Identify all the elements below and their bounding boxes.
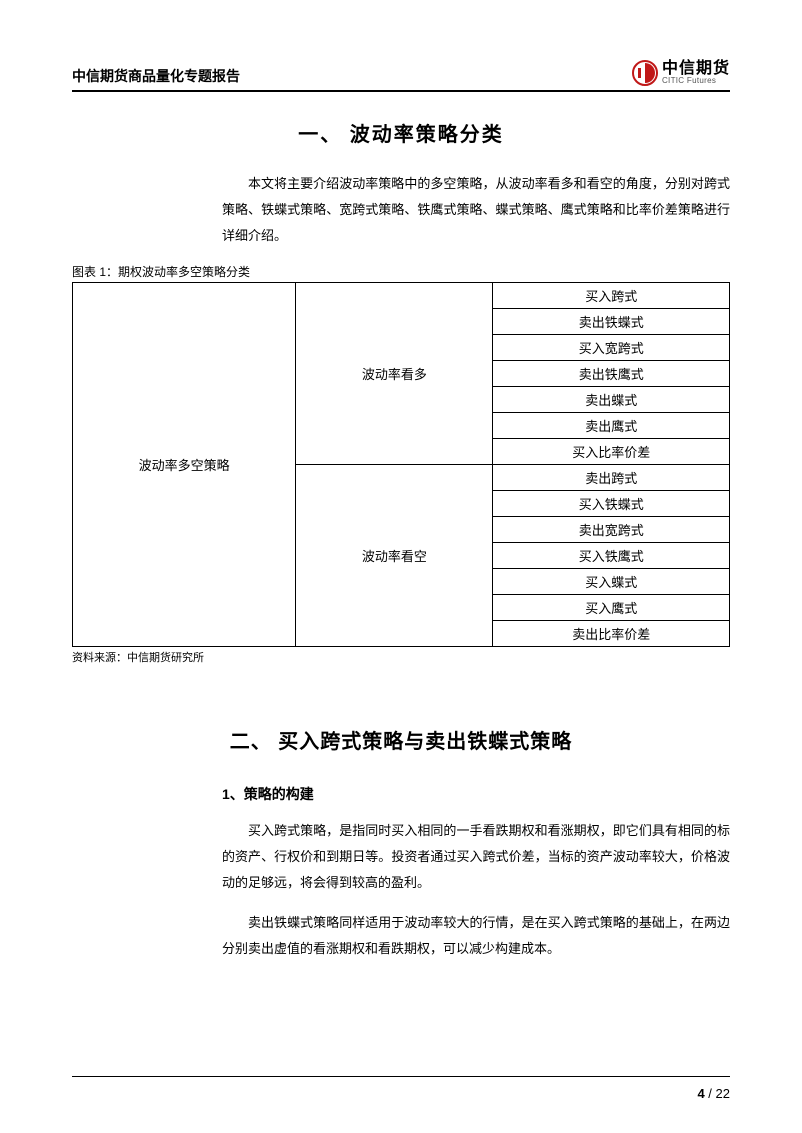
table-source: 资料来源：中信期货研究所 xyxy=(72,649,730,665)
page-number: 4 / 22 xyxy=(697,1086,730,1101)
table-caption: 图表 1：期权波动率多空策略分类 xyxy=(72,263,730,280)
table-group-1-label: 波动率看空 xyxy=(296,465,493,647)
table-cell: 买入蝶式 xyxy=(493,569,730,595)
section-2-sub1: 1、策略的构建 xyxy=(222,784,730,804)
page-sep: / xyxy=(705,1086,716,1101)
table-cell: 卖出铁鹰式 xyxy=(493,361,730,387)
footer-divider xyxy=(72,1076,730,1077)
logo-text-cn: 中信期货 xyxy=(662,61,730,77)
table-group-0-label: 波动率看多 xyxy=(296,283,493,465)
page-current: 4 xyxy=(697,1086,704,1101)
table-cell: 买入铁蝶式 xyxy=(493,491,730,517)
table-cell: 卖出铁蝶式 xyxy=(493,309,730,335)
table-cell: 买入跨式 xyxy=(493,283,730,309)
table-cell: 卖出宽跨式 xyxy=(493,517,730,543)
table-cell: 卖出蝶式 xyxy=(493,387,730,413)
page-total: 22 xyxy=(716,1086,730,1101)
section-1-title: 一、 波动率策略分类 xyxy=(72,118,730,147)
table-cell: 买入鹰式 xyxy=(493,595,730,621)
table-cell: 卖出跨式 xyxy=(493,465,730,491)
brand-logo: 中信期货 CITIC Futures xyxy=(632,60,730,86)
report-title: 中信期货商品量化专题报告 xyxy=(72,66,240,86)
section-2-title: 二、 买入跨式策略与卖出铁蝶式策略 xyxy=(72,725,730,754)
strategy-table: 波动率多空策略 波动率看多 买入跨式 卖出铁蝶式 买入宽跨式 卖出铁鹰式 卖出蝶… xyxy=(72,282,730,647)
logo-icon xyxy=(632,60,658,86)
section-2-para1: 买入跨式策略，是指同时买入相同的一手看跌期权和看涨期权，即它们具有相同的标的资产… xyxy=(222,818,730,896)
table-cell: 卖出比率价差 xyxy=(493,621,730,647)
table-cell: 卖出鹰式 xyxy=(493,413,730,439)
table-cell: 买入铁鹰式 xyxy=(493,543,730,569)
section-1-intro: 本文将主要介绍波动率策略中的多空策略，从波动率看多和看空的角度，分别对跨式策略、… xyxy=(222,171,730,249)
table-cell: 买入宽跨式 xyxy=(493,335,730,361)
section-2-para2: 卖出铁蝶式策略同样适用于波动率较大的行情，是在买入跨式策略的基础上，在两边分别卖… xyxy=(222,910,730,962)
table-cell: 买入比率价差 xyxy=(493,439,730,465)
page-header: 中信期货商品量化专题报告 中信期货 CITIC Futures xyxy=(72,60,730,92)
logo-text-en: CITIC Futures xyxy=(662,77,730,85)
table-col1: 波动率多空策略 xyxy=(73,283,296,647)
